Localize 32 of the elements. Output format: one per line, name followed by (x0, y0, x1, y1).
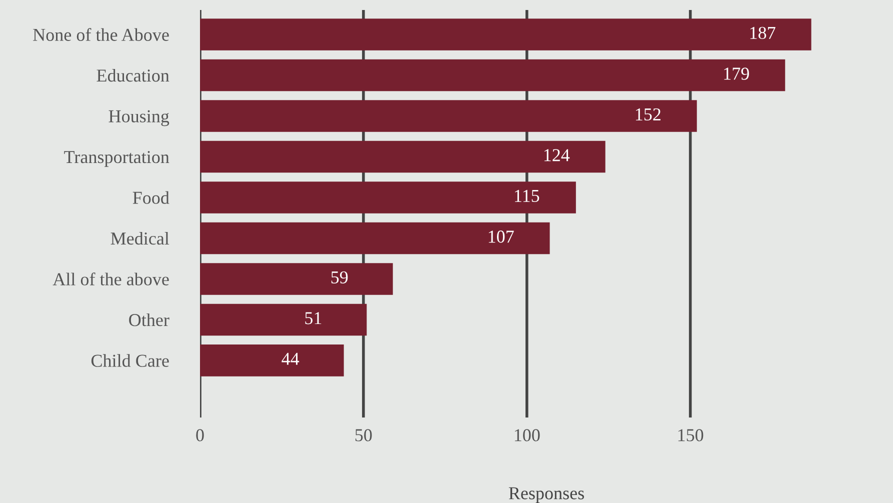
data-label: 107 (488, 230, 514, 243)
data-label: 152 (636, 108, 660, 121)
bar (200, 222, 550, 254)
bar (200, 140, 606, 173)
y-tick-label: Child Care (91, 354, 169, 367)
y-tick-label: Housing (108, 110, 170, 126)
x-tick-label: 0 (196, 429, 204, 442)
y-tick-label: Transportation (64, 151, 170, 167)
data-label: 51 (305, 312, 322, 324)
bar (200, 18, 812, 50)
data-label: 187 (750, 26, 776, 40)
y-tick-label: None of the Above (33, 28, 169, 41)
bar (200, 263, 393, 295)
data-label: 124 (544, 149, 570, 162)
data-label: 59 (331, 271, 348, 284)
y-tick-label: Education (96, 68, 170, 82)
y-tick-label: Food (132, 191, 170, 204)
bar (200, 100, 697, 132)
data-label: 115 (515, 190, 540, 202)
bar (200, 182, 576, 214)
y-tick-label: Other (129, 313, 170, 326)
y-tick-label: Medical (110, 232, 170, 245)
data-label: 179 (724, 68, 749, 80)
x-axis-title: Responses (508, 487, 584, 503)
y-tick-label: All of the above (52, 272, 169, 286)
x-tick-label: 50 (355, 429, 372, 442)
bar (200, 59, 786, 92)
x-tick-label: 150 (678, 429, 704, 442)
bar (200, 304, 367, 336)
bar (200, 344, 344, 376)
data-label: 44 (282, 352, 300, 365)
x-tick-label: 100 (514, 429, 540, 442)
